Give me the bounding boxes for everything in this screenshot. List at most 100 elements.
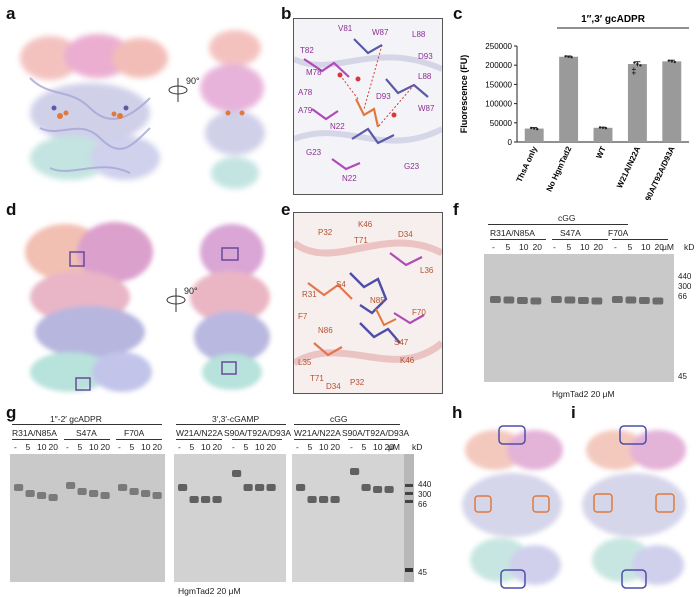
lane-label: 10 bbox=[141, 442, 151, 452]
gel-band bbox=[639, 297, 650, 304]
residue-label: A79 bbox=[298, 106, 313, 115]
gel-f-group: R31A/N85A bbox=[490, 228, 535, 238]
y-tick-label: 100000 bbox=[485, 100, 512, 109]
panel-label-d: d bbox=[6, 200, 17, 219]
data-point bbox=[530, 126, 533, 130]
residue-label: D93 bbox=[376, 92, 391, 101]
gel-band bbox=[578, 297, 589, 304]
lane-label: - bbox=[66, 442, 69, 452]
gel-g2-ligand: 3′,3′-cGAMP bbox=[212, 414, 260, 424]
gel-band bbox=[14, 484, 24, 491]
residue-label: F7 bbox=[298, 312, 308, 321]
gel-band bbox=[178, 484, 188, 491]
gel-band bbox=[48, 494, 58, 501]
gel-g-marker: 45 bbox=[418, 568, 427, 577]
gel-band bbox=[77, 488, 87, 495]
gel-f-unit: μM bbox=[662, 242, 674, 252]
significance-mark: ‡ bbox=[631, 66, 636, 76]
lane-label: 20 bbox=[152, 442, 162, 452]
residue-label: T82 bbox=[300, 46, 314, 55]
lane-label: 5 bbox=[25, 442, 31, 452]
gel-g2-image bbox=[174, 454, 286, 582]
residue-label: T71 bbox=[354, 236, 368, 245]
lane-label: 10 bbox=[519, 242, 529, 252]
panel-i-structure bbox=[574, 420, 696, 595]
gel-g3-group: W21A/N22A bbox=[294, 428, 341, 438]
gel-f-kd: kD bbox=[684, 242, 695, 252]
residue-label: N22 bbox=[330, 122, 345, 131]
gel-g-marker: 300 bbox=[418, 490, 432, 499]
lane-label: - bbox=[553, 242, 556, 252]
lane-label: 5 bbox=[566, 242, 572, 252]
residue-label: F70 bbox=[412, 308, 426, 317]
gel-g1-group: R31A/N85A bbox=[12, 428, 57, 438]
y-axis-label: Fluorescence (FU) bbox=[459, 55, 469, 134]
lane-label: 20 bbox=[100, 442, 110, 452]
gel-band bbox=[129, 488, 139, 495]
lane-label: 10 bbox=[89, 442, 99, 452]
gel-band bbox=[25, 490, 35, 497]
x-tick-label: No HgmTad2 bbox=[545, 145, 574, 193]
rotation-label-a: 90° bbox=[186, 76, 200, 86]
lane-label: 5 bbox=[307, 442, 313, 452]
residue-label: N85 bbox=[370, 296, 385, 305]
gel-band bbox=[517, 297, 528, 304]
gel-band bbox=[255, 484, 265, 491]
gel-band bbox=[189, 496, 199, 503]
gel-band bbox=[652, 297, 664, 305]
gel-band bbox=[152, 492, 162, 499]
structure-i-image bbox=[582, 425, 686, 589]
gel-band bbox=[66, 482, 76, 489]
lane-label: 10 bbox=[319, 442, 329, 452]
binding-site-sticks: K46 P32 T71 D34 L36 R31 S4 N85 F70 F7 N8… bbox=[294, 220, 442, 391]
panel-c-bar-chart: 1″,3′ gcADPR 0 50000 100000 150000 200000 2500… bbox=[455, 10, 700, 200]
gel-f-footer: HgmTad2 20 μM bbox=[552, 389, 615, 399]
gel-band bbox=[350, 468, 360, 475]
panel-label-i: i bbox=[571, 403, 576, 422]
gel-f-marker: 300 bbox=[678, 282, 692, 291]
x-tick-label: ThsA only bbox=[515, 145, 540, 184]
ladder-bands bbox=[405, 484, 413, 572]
residue-label: P32 bbox=[318, 228, 333, 237]
panel-label-h: h bbox=[452, 403, 463, 422]
ladder-lane bbox=[404, 454, 414, 582]
lane-label: - bbox=[178, 442, 181, 452]
gel-g-footer: HgmTad2 20 μM bbox=[178, 586, 241, 596]
lane-label: 5 bbox=[627, 242, 633, 252]
gel-g2-group: W21A/N22A bbox=[176, 428, 223, 438]
residue-label: L88 bbox=[418, 72, 432, 81]
residue-label: T71 bbox=[310, 374, 324, 383]
active-site-sticks: T82 V81 W87 L88 M78 A78 A79 N22 D93 L88 … bbox=[294, 24, 442, 183]
gel-f-marker: 66 bbox=[678, 292, 687, 301]
data-point bbox=[533, 127, 536, 130]
residue-label: W87 bbox=[418, 104, 435, 113]
lane-label: 5 bbox=[129, 442, 135, 452]
panel-b-active-site: T82 V81 W87 L88 M78 A78 A79 N22 D93 L88 … bbox=[293, 18, 443, 195]
lane-label: - bbox=[492, 242, 495, 252]
gel-g1-group: S47A bbox=[76, 428, 97, 438]
residue-label: L88 bbox=[412, 30, 426, 39]
bar bbox=[593, 127, 613, 142]
panel-label-c: c bbox=[453, 4, 463, 23]
gel-g-marker: 440 bbox=[418, 480, 432, 489]
gel-g1-ligand: 1″-2′ gcADPR bbox=[50, 414, 102, 424]
panel-label-e: e bbox=[281, 200, 291, 219]
gel-band bbox=[201, 496, 211, 503]
panel-e-binding-site: K46 P32 T71 D34 L36 R31 S4 N85 F70 F7 N8… bbox=[293, 212, 443, 394]
gel-g3-ligand: cGG bbox=[330, 414, 348, 424]
data-point bbox=[673, 60, 676, 64]
gel-f-bands bbox=[490, 296, 664, 305]
gel-band bbox=[212, 496, 222, 503]
lane-label: - bbox=[350, 442, 353, 452]
gel-band bbox=[530, 297, 542, 305]
bar bbox=[627, 64, 647, 142]
residue-label: G23 bbox=[306, 148, 322, 157]
data-point bbox=[604, 126, 608, 130]
gel-band bbox=[361, 484, 371, 491]
lane-label: 10 bbox=[201, 442, 211, 452]
bar bbox=[559, 56, 579, 142]
panel-h-structure bbox=[455, 420, 570, 595]
gel-band bbox=[330, 496, 340, 503]
gel-g-unit: μM bbox=[388, 442, 400, 452]
data-point bbox=[636, 62, 639, 66]
